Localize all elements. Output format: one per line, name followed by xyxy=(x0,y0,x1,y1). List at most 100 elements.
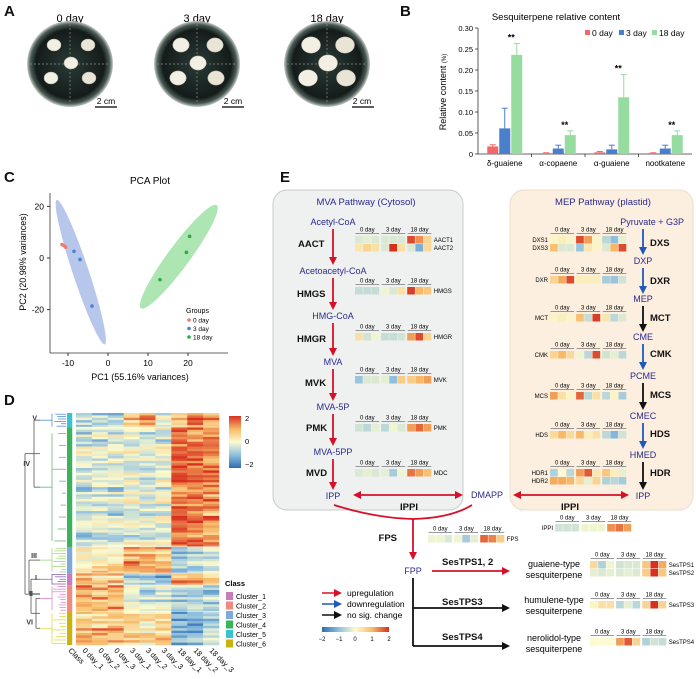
heatmap-cell xyxy=(171,618,188,622)
heatmap-cell xyxy=(123,463,140,466)
metabolite-hmg-coa: HMG-CoA xyxy=(312,311,354,321)
heatmap-cell xyxy=(187,494,204,498)
gene-label: DXS3 xyxy=(532,246,548,252)
heatmap-cell xyxy=(171,415,188,419)
class-legend-label: Cluster_1 xyxy=(236,594,266,601)
heatmap-cell xyxy=(155,546,172,550)
heatmap-cell xyxy=(76,456,93,459)
heatmap-cell xyxy=(203,563,220,567)
heatmap-cell xyxy=(107,599,124,603)
heatmap-cell xyxy=(123,415,140,419)
heatmap-cell xyxy=(76,556,93,560)
heatmap-cell xyxy=(632,601,641,609)
heatmap-cell xyxy=(123,503,140,507)
heatmap-cell xyxy=(107,640,124,643)
heatmap-cell xyxy=(203,465,220,469)
heatmap-cell xyxy=(76,575,93,579)
heatmap-cell xyxy=(91,413,109,416)
heatmap-cell xyxy=(381,287,389,295)
heatmap-cell xyxy=(155,580,172,584)
heatmap-cell xyxy=(581,524,589,532)
heatmap-cell xyxy=(454,535,462,543)
heatmap-cell xyxy=(423,376,432,384)
heatmap-cell xyxy=(203,589,220,593)
day-header: 18 day xyxy=(605,423,623,429)
heatmap-cell xyxy=(155,515,172,519)
heatmap-cell xyxy=(76,501,93,505)
heatmap-cell xyxy=(91,448,109,452)
heatmap-cell xyxy=(397,244,406,252)
heatmap-cell xyxy=(203,484,220,488)
heatmap-cell xyxy=(107,601,124,605)
heatmap-cell xyxy=(123,482,140,486)
cluster-roman-label: III xyxy=(31,553,37,560)
heatmap-cell xyxy=(187,537,204,541)
heatmap-cell xyxy=(371,469,380,477)
heatmap-cell xyxy=(203,551,220,555)
heatmap-cell xyxy=(203,599,220,603)
heatmap-cell xyxy=(171,621,188,624)
heatmap-cell xyxy=(618,392,627,400)
heatmap-cell xyxy=(76,582,93,586)
data-point xyxy=(78,257,82,262)
heatmap-cell xyxy=(371,236,380,244)
heatmap-cell xyxy=(123,479,140,483)
day-header: 18 day xyxy=(483,527,501,533)
heatmap-cell xyxy=(155,525,172,529)
heatmap-cell xyxy=(187,472,204,476)
heatmap-cell xyxy=(203,511,220,514)
heatmap-cell xyxy=(91,566,109,569)
heatmap-cell xyxy=(171,487,188,490)
heatmap-cell xyxy=(171,477,188,481)
heatmap-cell xyxy=(642,561,650,569)
y-tick-label: 0 xyxy=(469,150,473,159)
heatmap-cell xyxy=(203,458,220,462)
heatmap-cell xyxy=(76,611,93,615)
bar-18-day xyxy=(671,135,683,154)
heatmap-cell xyxy=(91,520,109,524)
class-legend-swatch xyxy=(226,601,233,610)
day-header: 18 day xyxy=(645,593,663,599)
heatmap-cell xyxy=(187,444,204,447)
heatmap-cell xyxy=(155,554,172,557)
heatmap-cell xyxy=(592,236,601,244)
heatmap-cell xyxy=(171,523,188,526)
heatmap-cell xyxy=(107,460,124,464)
heatmap-cell xyxy=(123,465,140,469)
heatmap-cell xyxy=(606,561,615,569)
heatmap-cell xyxy=(602,469,610,477)
mep-box xyxy=(509,189,694,511)
heatmap-cell xyxy=(76,549,93,553)
heatmap-cell xyxy=(602,314,610,322)
heatmap-cell xyxy=(139,417,156,421)
enzyme-hmgs: HMGS xyxy=(297,289,326,300)
heatmap-cell xyxy=(123,496,140,500)
heatmap-cell xyxy=(203,542,220,545)
heatmap-cell xyxy=(187,515,204,519)
heatmap-cell xyxy=(107,611,124,615)
heatmap-cell xyxy=(107,530,124,533)
heatmap-cell xyxy=(187,549,204,553)
gene-label: HDS xyxy=(535,433,548,439)
heatmap-cell xyxy=(155,585,172,588)
heatmap-cell xyxy=(123,470,140,474)
heatmap-cell xyxy=(203,444,220,447)
heatmap-cell xyxy=(107,511,124,514)
heatmap-cell xyxy=(187,453,204,457)
heatmap-cell xyxy=(171,532,188,536)
heatmap-cell xyxy=(155,506,172,509)
heatmap-cell xyxy=(76,444,93,447)
data-point xyxy=(184,250,189,255)
heatmap-cell xyxy=(355,424,363,432)
heatmap-cell xyxy=(171,587,188,591)
heatmap-cell xyxy=(616,569,624,577)
heatmap-cell xyxy=(123,628,140,631)
heatmap-cell xyxy=(363,424,371,432)
heatmap-cell xyxy=(139,604,156,608)
y-tick-label: 20 xyxy=(35,201,45,211)
heatmap-cell xyxy=(602,236,610,244)
heatmap-cell xyxy=(155,527,172,531)
day-header: 3 day xyxy=(581,268,596,274)
heatmap-cell xyxy=(91,537,109,541)
heatmap-cell xyxy=(444,535,453,543)
